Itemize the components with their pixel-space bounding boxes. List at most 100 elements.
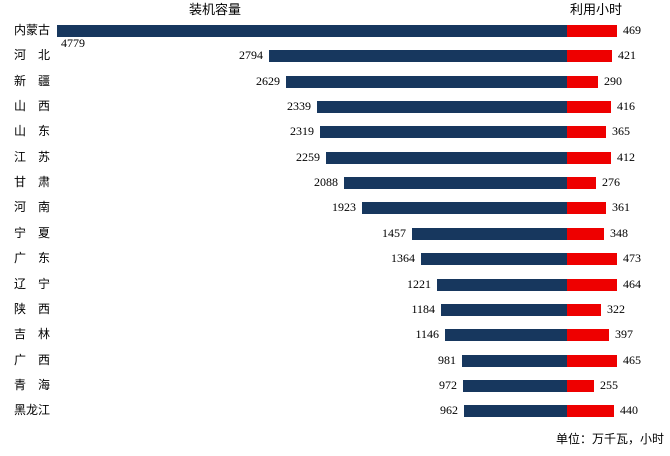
- hours-bar: [567, 379, 594, 392]
- hours-value: 365: [612, 124, 630, 139]
- hours-value: 416: [617, 99, 635, 114]
- category-label: 山 东: [13, 124, 50, 139]
- capacity-value: 981: [438, 352, 456, 367]
- capacity-value: 2629: [256, 73, 280, 88]
- capacity-bar: [269, 50, 567, 63]
- hours-value: 255: [600, 377, 618, 392]
- hours-value: 473: [623, 251, 641, 266]
- capacity-value: 962: [440, 403, 458, 418]
- capacity-bar: [462, 354, 567, 367]
- capacity-bar: [445, 329, 567, 342]
- category-label: 内蒙古: [13, 23, 50, 37]
- hours-value: 440: [620, 403, 638, 418]
- hours-bar: [567, 202, 606, 215]
- capacity-value: 2319: [290, 124, 314, 139]
- capacity-bar: [362, 202, 567, 215]
- chart-row: 宁 夏 1457 348: [0, 221, 670, 246]
- chart-row: 山 东 2319 365: [0, 119, 670, 144]
- category-label: 河 北: [13, 48, 50, 63]
- hours-value: 464: [623, 276, 641, 291]
- chart-row: 江 苏 2259 412: [0, 145, 670, 170]
- unit-note: 单位：万千瓦，小时: [555, 432, 664, 446]
- capacity-value: 1364: [391, 251, 415, 266]
- capacity-bar: [463, 379, 567, 392]
- capacity-value: 1184: [411, 301, 435, 316]
- hours-bar: [567, 177, 596, 190]
- capacity-value: 2088: [314, 175, 338, 190]
- chart-row: 内蒙古 4779 469: [0, 18, 670, 49]
- hours-bar: [567, 126, 606, 139]
- capacity-value: 1146: [415, 327, 439, 342]
- capacity-bar: [317, 101, 567, 114]
- chart-row: 辽 宁 1221 464: [0, 272, 670, 297]
- hours-bar: [567, 253, 617, 266]
- category-label: 青 海: [13, 377, 50, 392]
- chart-row: 吉 林 1146 397: [0, 322, 670, 347]
- capacity-bar: [421, 253, 567, 266]
- hours-bar: [567, 329, 609, 342]
- category-label: 新 疆: [13, 73, 50, 88]
- capacity-value: 1221: [407, 276, 431, 291]
- capacity-bar: [412, 227, 567, 240]
- capacity-column-header: 装机容量: [188, 2, 241, 17]
- category-label: 山 西: [13, 99, 50, 114]
- hours-value: 276: [602, 175, 620, 190]
- category-label: 宁 夏: [13, 225, 50, 240]
- category-label: 广 东: [13, 251, 50, 266]
- capacity-value: 2259: [296, 149, 320, 164]
- hours-column-header: 利用小时: [569, 2, 622, 17]
- capacity-value: 972: [439, 377, 457, 392]
- capacity-value: 1457: [382, 225, 406, 240]
- capacity-bar: [441, 303, 567, 316]
- hours-bar: [567, 75, 598, 88]
- hours-value: 361: [612, 200, 630, 215]
- hours-value: 322: [607, 301, 625, 316]
- category-label: 陕 西: [13, 301, 50, 316]
- capacity-bar: [344, 177, 567, 190]
- chart-row: 陕 西 1184 322: [0, 297, 670, 322]
- chart-row: 青 海 972 255: [0, 373, 670, 398]
- hours-bar: [567, 405, 614, 418]
- capacity-bar: [464, 405, 567, 418]
- chart-row: 新 疆 2629 290: [0, 69, 670, 94]
- chart-row: 广 西 981 465: [0, 348, 670, 373]
- hours-bar: [567, 151, 611, 164]
- category-label: 吉 林: [13, 327, 50, 342]
- category-label: 河 南: [13, 200, 50, 215]
- hours-value: 290: [604, 73, 622, 88]
- capacity-bar: [57, 25, 567, 37]
- hours-bar: [567, 25, 617, 37]
- chart-rows: 内蒙古 4779 469 河 北 2794 421 新 疆 2629 290 山 西 2339 416…: [0, 18, 670, 425]
- category-label: 黑龙江: [13, 403, 50, 418]
- capacity-bar: [286, 75, 567, 88]
- category-label: 辽 宁: [13, 276, 50, 291]
- capacity-value: 4779: [61, 36, 85, 50]
- capacity-bar: [437, 278, 567, 291]
- capacity-value: 1923: [332, 200, 356, 215]
- hours-bar: [567, 354, 617, 367]
- capacity-value: 2794: [239, 48, 263, 63]
- hours-value: 421: [618, 48, 636, 63]
- hours-value: 397: [615, 327, 633, 342]
- category-label: 江 苏: [13, 149, 50, 164]
- category-label: 甘 肃: [13, 175, 50, 190]
- capacity-bar: [320, 126, 567, 139]
- hours-value: 348: [610, 225, 628, 240]
- hours-value: 465: [623, 352, 641, 367]
- capacity-value: 2339: [287, 99, 311, 114]
- chart-row: 河 南 1923 361: [0, 195, 670, 220]
- chart-row: 河 北 2794 421: [0, 43, 670, 68]
- hours-value: 412: [617, 149, 635, 164]
- hours-bar: [567, 278, 617, 291]
- capacity-bar: [326, 151, 567, 164]
- hours-bar: [567, 303, 601, 316]
- chart-row: 黑龙江 962 440: [0, 398, 670, 423]
- hours-bar: [567, 50, 612, 63]
- hours-bar: [567, 101, 611, 114]
- category-label: 广 西: [13, 352, 50, 367]
- chart-row: 广 东 1364 473: [0, 246, 670, 271]
- hours-value: 469: [623, 23, 641, 37]
- hours-bar: [567, 227, 604, 240]
- chart-row: 甘 肃 2088 276: [0, 170, 670, 195]
